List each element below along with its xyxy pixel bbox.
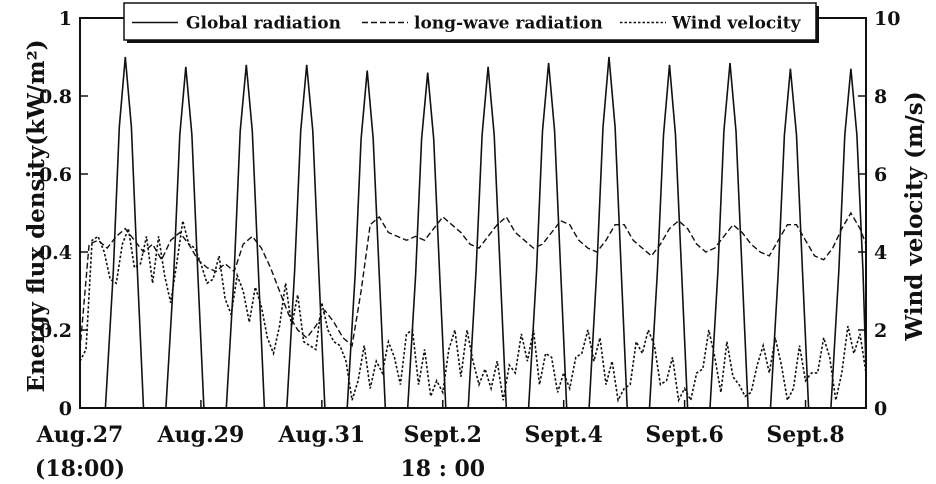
x-sub-label: 18 : 00 (400, 456, 485, 482)
y-left-tick-label: 0 (59, 398, 72, 420)
series-line-1 (79, 211, 867, 350)
y-right-tick-label: 8 (874, 86, 887, 108)
y-right-tick-label: 10 (874, 8, 900, 30)
legend-label-2: Wind velocity (671, 14, 802, 34)
y-right-tick-label: 0 (874, 398, 887, 420)
y-left-tick-label: 1 (59, 8, 72, 30)
series-layer (79, 56, 867, 409)
series-line-0 (80, 56, 867, 409)
y-left-axis-title: Energy flux density(kW/m²) (23, 39, 50, 392)
legend-label-0: Global radiation (186, 14, 341, 34)
plot-frame (79, 17, 867, 409)
x-tick-label: Sept.4 (524, 422, 602, 448)
x-tick-label: Aug.31 (277, 422, 365, 448)
x-tick-label: Sept.8 (766, 422, 844, 448)
x-tick-label: Aug.27 (36, 422, 124, 448)
legend: Global radiation long-wave radiation Wind … (123, 2, 819, 43)
x-tick-label: Sept.2 (404, 422, 482, 448)
y-left-tick-label: 0.4 (39, 242, 72, 264)
x-sub-label: (18:00) (35, 456, 125, 482)
y-right-tick-label: 4 (874, 242, 887, 264)
x-tick-label: Aug.29 (157, 422, 245, 448)
y-right-axis-title: Wind velocity (m/s) (901, 91, 928, 341)
series-line-2 (79, 220, 867, 403)
y-left-tick-label: 0.6 (39, 164, 72, 186)
y-right-tick-label: 6 (874, 164, 887, 186)
legend-box (123, 2, 817, 41)
legend-label-1: long-wave radiation (414, 14, 603, 34)
y-left-tick-label: 0.2 (39, 320, 72, 342)
y-left-tick-label: 0.8 (39, 86, 72, 108)
x-tick-label: Sept.6 (645, 422, 723, 448)
y-right-tick-label: 2 (874, 320, 887, 342)
